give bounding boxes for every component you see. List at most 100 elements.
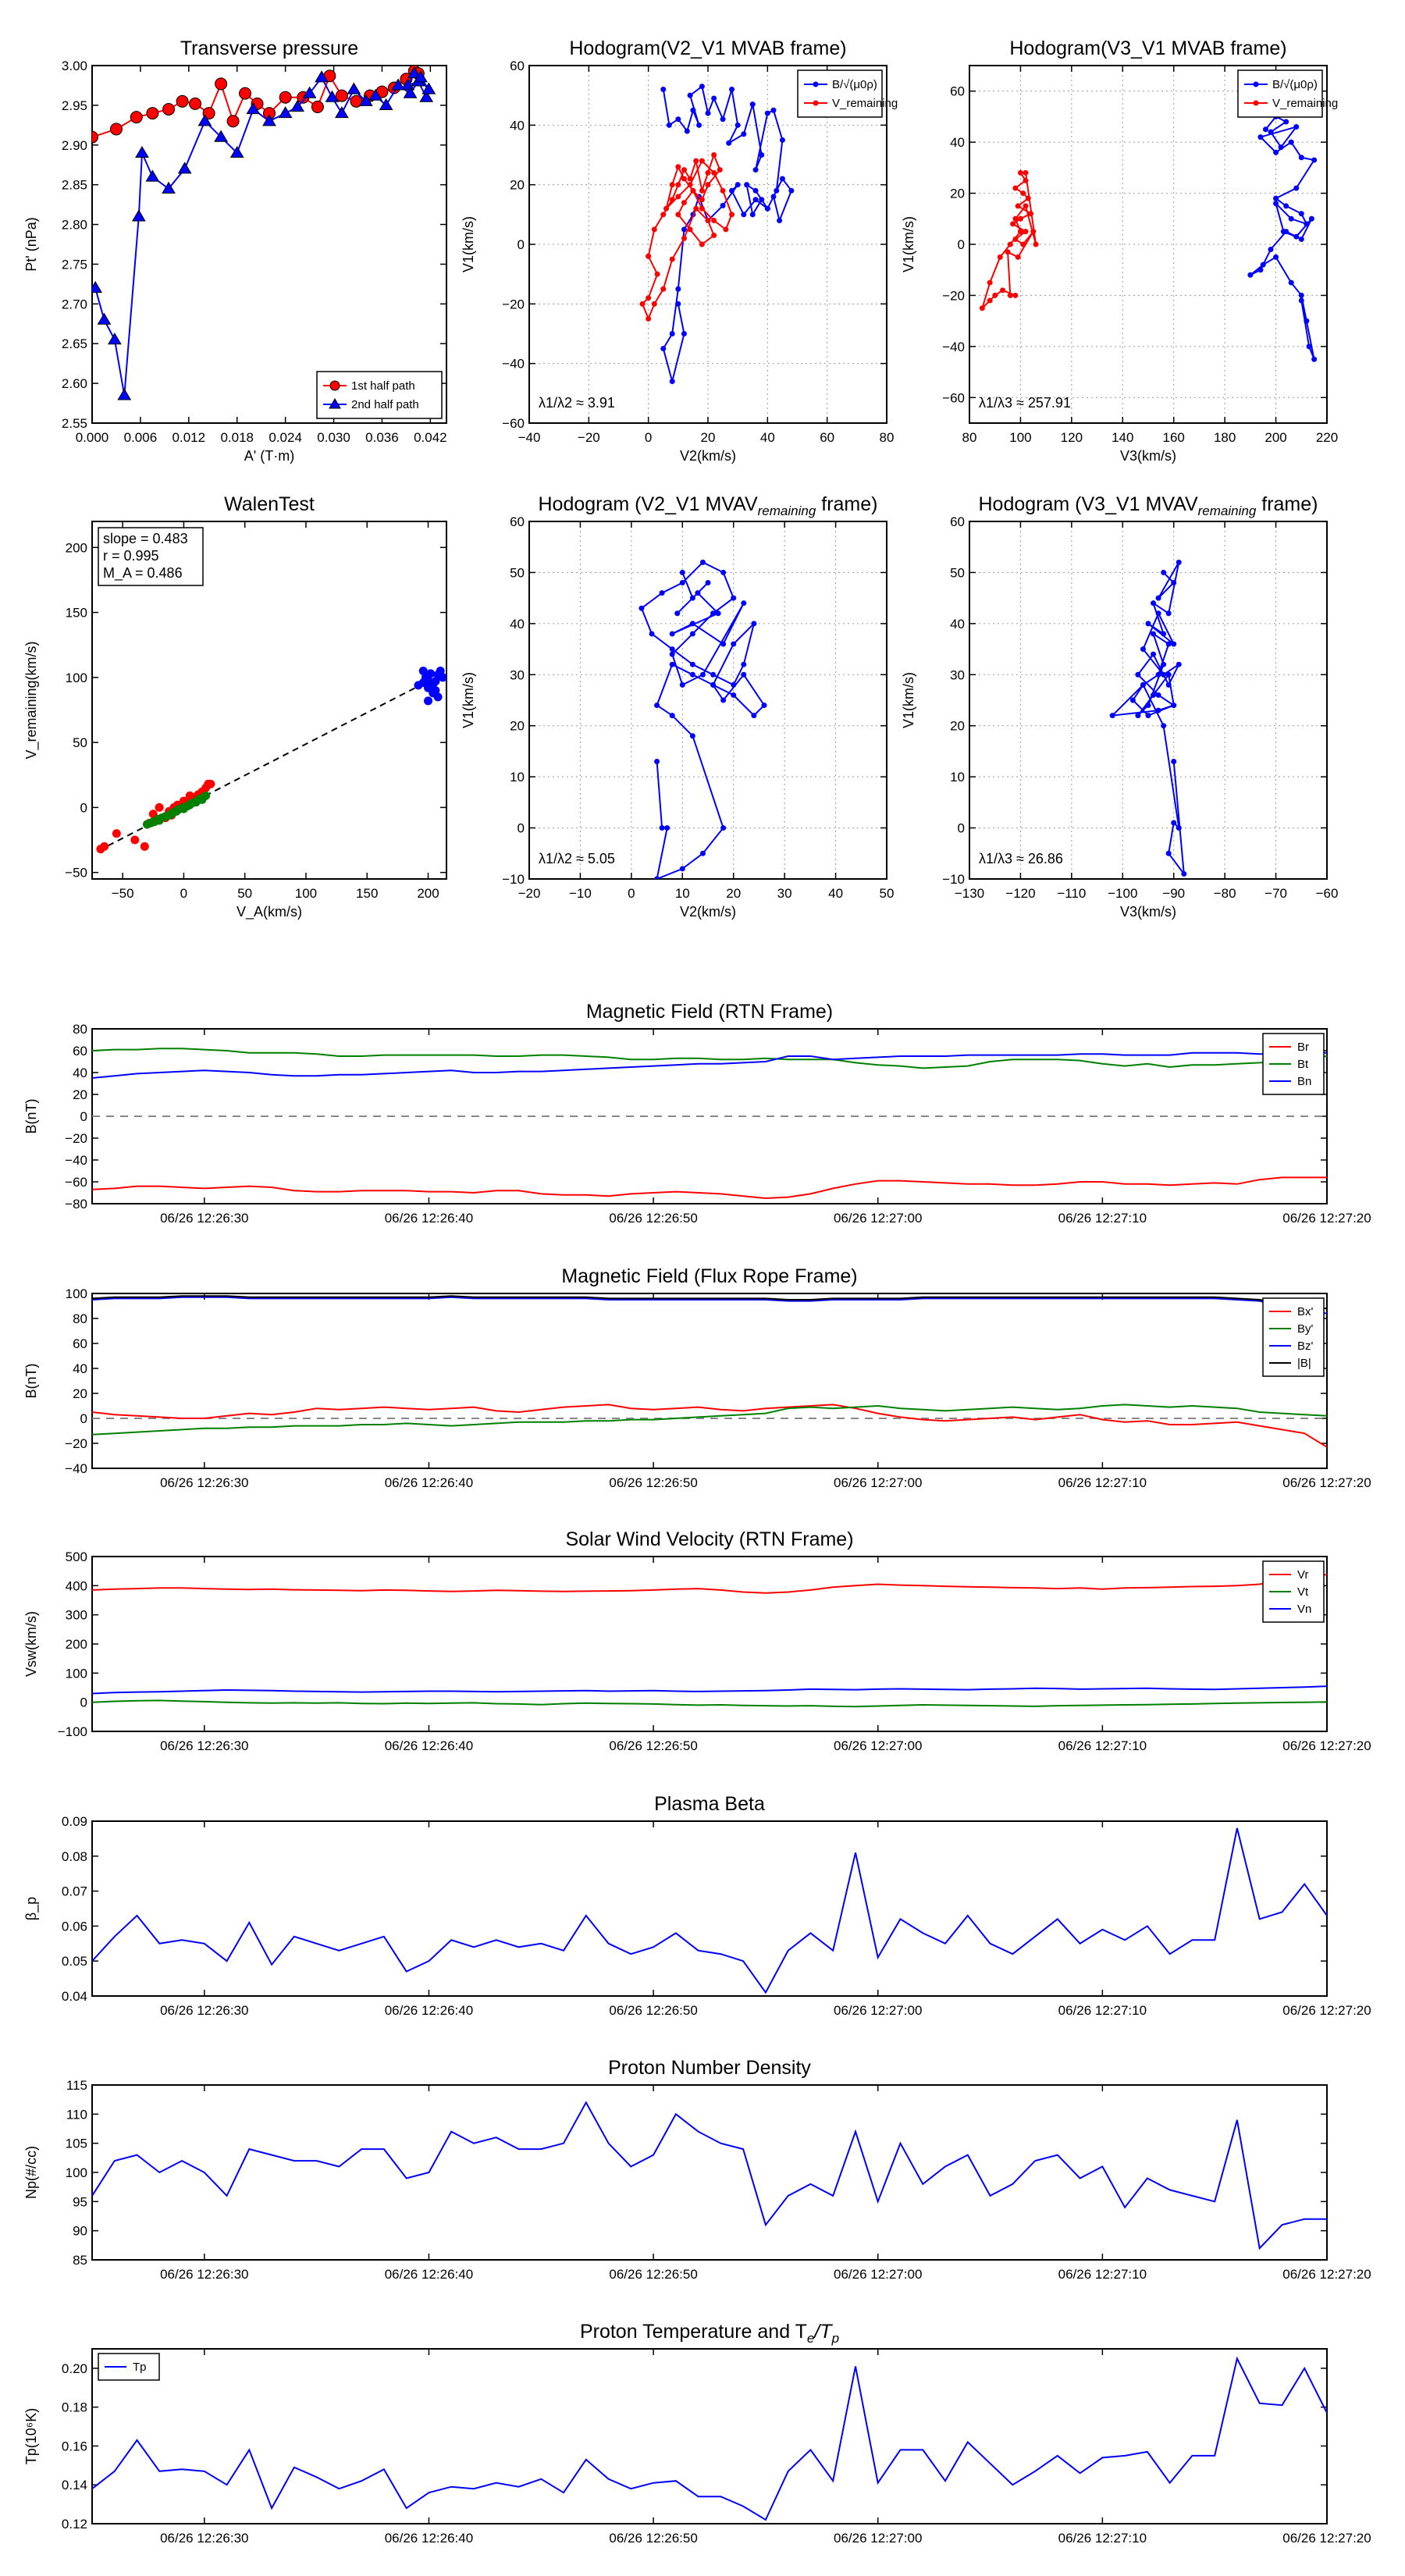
- plot-area: [92, 1295, 1327, 1448]
- data-marker: [109, 123, 123, 136]
- data-marker: [162, 181, 176, 194]
- y-tick-label: 40: [950, 135, 965, 150]
- y-tick-label: 2.70: [62, 297, 87, 311]
- chart-hodogram-v3v1-mvab: 80 100 120 140 160 180 200 220 −60 −40 −20 0 20 40 60 H…: [901, 37, 1338, 464]
- data-marker: [1176, 559, 1182, 565]
- data-marker: [659, 825, 665, 831]
- x-tick-label: 80: [880, 430, 895, 445]
- y-tick-label: 300: [66, 1608, 87, 1623]
- y-tick-label: 0.09: [62, 1814, 87, 1829]
- legend-label: 1st half path: [351, 379, 415, 393]
- data-marker: [699, 850, 706, 856]
- y-tick-label: 40: [510, 617, 525, 632]
- chart-title: Hodogram(V3_V1 MVAB frame): [1009, 37, 1286, 59]
- x-tick-label: 60: [820, 430, 834, 445]
- y-tick-label: −10: [942, 872, 965, 887]
- y-tick-label: 100: [66, 2165, 87, 2180]
- data-marker: [681, 167, 687, 173]
- data-marker: [422, 82, 436, 94]
- data-marker: [675, 301, 681, 307]
- chart-title-text: Magnetic Field (RTN Frame): [586, 1001, 833, 1023]
- data-marker: [689, 661, 695, 667]
- plot-area: [1109, 559, 1187, 877]
- data-point: [161, 812, 170, 821]
- data-marker: [649, 631, 655, 637]
- eigen-ratio-annotation: λ1/λ3 ≈ 257.91: [979, 395, 1071, 411]
- x-tick-label: 06/26 12:27:10: [1058, 2531, 1147, 2546]
- x-tick-label: 150: [356, 886, 378, 901]
- data-marker: [638, 605, 645, 611]
- data-marker: [690, 107, 696, 113]
- y-tick-label: 100: [66, 1666, 87, 1681]
- data-marker: [654, 876, 660, 879]
- data-marker: [290, 99, 304, 112]
- chart-walen-test: −50 0 50 100 150 200 −50 0 50 100 150 200 WalenTest V…: [23, 493, 447, 920]
- data-marker: [1165, 610, 1172, 617]
- data-marker: [145, 169, 160, 182]
- data-marker: [761, 703, 767, 709]
- data-marker: [663, 205, 670, 212]
- data-marker: [764, 205, 770, 212]
- y-tick-label: 30: [950, 667, 965, 682]
- y-axis-label: β_p: [23, 1897, 40, 1920]
- x-tick-label: 06/26 12:27:00: [834, 2531, 922, 2546]
- y-tick-label: 10: [950, 770, 965, 785]
- data-marker: [679, 569, 685, 575]
- legend-label: V_remaining: [1272, 97, 1338, 110]
- legend-label: By': [1297, 1322, 1314, 1336]
- data-marker: [1171, 641, 1177, 647]
- y-tick-label: 2.65: [62, 336, 87, 351]
- data-marker: [1171, 580, 1177, 586]
- legend-label: Vr: [1297, 1568, 1308, 1582]
- data-marker: [1020, 190, 1026, 197]
- legend-label: Tp: [133, 2361, 147, 2374]
- chart-title-text: Hodogram(V3_V1 MVAB frame): [1009, 37, 1286, 59]
- x-tick-label: 06/26 12:26:30: [160, 2267, 248, 2282]
- data-marker: [681, 235, 687, 241]
- data-point: [418, 667, 428, 676]
- legend-label: B/√(μ0ρ): [1272, 78, 1318, 91]
- data-marker: [1020, 241, 1026, 247]
- data-marker: [752, 187, 759, 194]
- plot-frame: [528, 521, 887, 880]
- y-tick-label: 0.04: [62, 1989, 87, 2004]
- x-tick-label: 20: [701, 430, 716, 445]
- chart-title: Magnetic Field (RTN Frame): [586, 1001, 833, 1023]
- data-marker: [646, 295, 652, 301]
- plot-area: [92, 1048, 1327, 1200]
- chart-title-text: Magnetic Field (Flux Rope Frame): [561, 1265, 857, 1287]
- data-marker: [1155, 707, 1161, 713]
- legend-box: [316, 371, 443, 419]
- x-tick-label: 06/26 12:26:30: [160, 1738, 248, 1753]
- legend-box: [797, 69, 883, 118]
- y-tick-label: 0.12: [62, 2517, 87, 2532]
- data-marker: [1311, 356, 1318, 362]
- x-tick-label: 50: [880, 886, 895, 901]
- data-marker: [315, 70, 329, 83]
- x-tick-label: 0: [180, 886, 187, 901]
- data-marker: [1165, 671, 1172, 678]
- legend-swatch-marker: [813, 100, 819, 106]
- x-tick-label: 06/26 12:26:50: [609, 2531, 697, 2546]
- data-marker: [735, 182, 741, 188]
- data-marker: [664, 825, 670, 831]
- data-marker: [1161, 723, 1167, 729]
- eigen-ratio-annotation: λ1/λ3 ≈ 26.86: [979, 851, 1063, 866]
- data-marker: [246, 101, 261, 115]
- data-marker: [689, 621, 695, 627]
- legend-swatch-marker: [1253, 81, 1259, 87]
- data-marker: [1262, 126, 1268, 133]
- y-tick-label: 0: [80, 1411, 87, 1426]
- data-marker: [1030, 229, 1037, 235]
- y-tick-label: 20: [950, 187, 965, 201]
- chart-magnetic-field-rtn: 06/26 12:26:30 06/26 12:26:40 06/26 12:26:…: [23, 1001, 1371, 1226]
- data-marker: [693, 158, 699, 164]
- data-marker: [705, 217, 711, 223]
- data-marker: [278, 106, 293, 119]
- y-axis-label: V_remaining(km/s): [23, 641, 40, 759]
- plot-area: [92, 2101, 1327, 2250]
- y-axis-label: Tp(10⁶K): [23, 2408, 39, 2464]
- y-tick-label: 150: [66, 606, 87, 621]
- data-marker: [1260, 262, 1266, 268]
- x-tick-label: 06/26 12:27:00: [834, 1475, 922, 1490]
